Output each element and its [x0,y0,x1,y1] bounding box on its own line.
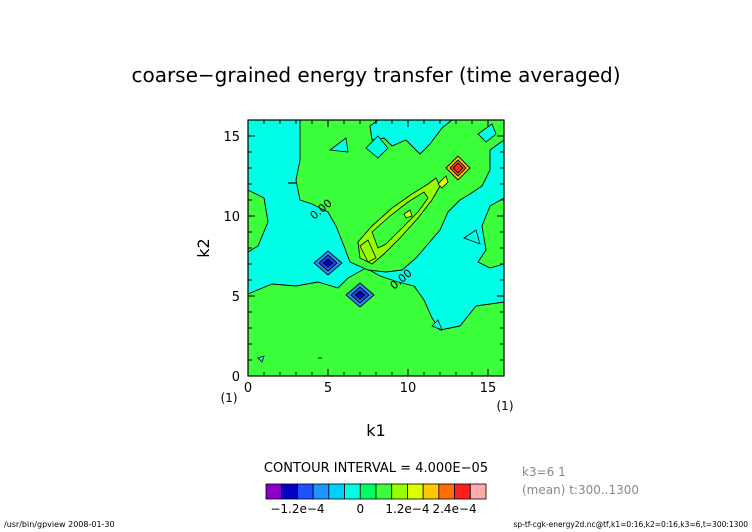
peak-level-3 [452,162,464,174]
colorbar-cell [422,483,440,500]
x-tick-label: 15 [480,381,497,396]
colorbar: −1.2e−4 0 1.2e−4 2.4e−4 [265,483,487,516]
colorbar-cell [375,483,393,500]
contour-interval: CONTOUR INTERVAL = 4.000E−05 [264,461,488,476]
peak-max [445,155,471,181]
x-tick-label: 5 [324,381,332,396]
colorbar-cell [454,483,471,500]
colorbar-tick-label: −1.2e−4 [270,502,324,516]
y-tick-label: 15 [223,130,240,145]
hole-4 [463,229,481,245]
y-tick-label: 10 [223,210,240,225]
footer-right: sp-tf-cgk-energy2d.nc@tf,k1=0:16,k2=0:16… [513,520,748,529]
hole-3 [477,123,497,143]
x-tick-label: 0 [244,381,252,396]
colorbar-cell [281,483,298,500]
colorbar-tick-label: 0 [356,502,364,516]
colorbar-tick-label: 2.4e−4 [432,502,476,516]
colorbar-cell [344,483,361,500]
colorbar-tick-label: 1.2e−4 [385,502,429,516]
y-axis-label: k2 [194,238,213,257]
colorbar-cell [312,483,330,500]
min-b-level-3 [354,290,366,300]
ridge-level-inner [371,191,429,249]
ridge-small-lobe [359,239,377,263]
min-a-level-3 [322,258,334,268]
y-axis-note: (1) [221,391,238,405]
x-axis-note: (1) [497,399,514,413]
minimum-a [313,250,343,276]
minimum-b [345,282,375,308]
x-axis-label: k1 [366,421,385,440]
negative-holes [257,123,497,363]
colorbar-cell [359,483,377,500]
side-info-k3: k3=6 1 [522,465,566,479]
side-info-time: (mean) t:300..1300 [522,483,639,497]
contour-field [247,119,505,377]
colorbar-cell [265,483,283,500]
positive-region-upper [295,119,505,273]
hole-5 [431,319,443,331]
y-tick-label: 0 [232,370,240,385]
colorbar-cell [391,483,408,500]
y-tick-label: 5 [232,290,240,305]
colorbar-cell [407,483,424,500]
ridge-tip [437,175,449,189]
axes: 0 5 10 15 0 5 10 15 [223,119,505,396]
x-tick-label: 10 [400,381,417,396]
colorbar-cell [328,483,345,500]
hole-2 [365,135,389,159]
footer-left: /usr/bin/gpview 2008-01-30 [4,520,115,529]
hole-6 [257,355,265,363]
colorbar-cell [438,483,455,500]
colorbar-cell [469,483,487,500]
hole-1 [328,137,349,153]
chart-title: coarse−grained energy transfer (time ave… [131,63,620,87]
colorbar-cell [297,483,314,500]
ridge-core [403,209,413,219]
